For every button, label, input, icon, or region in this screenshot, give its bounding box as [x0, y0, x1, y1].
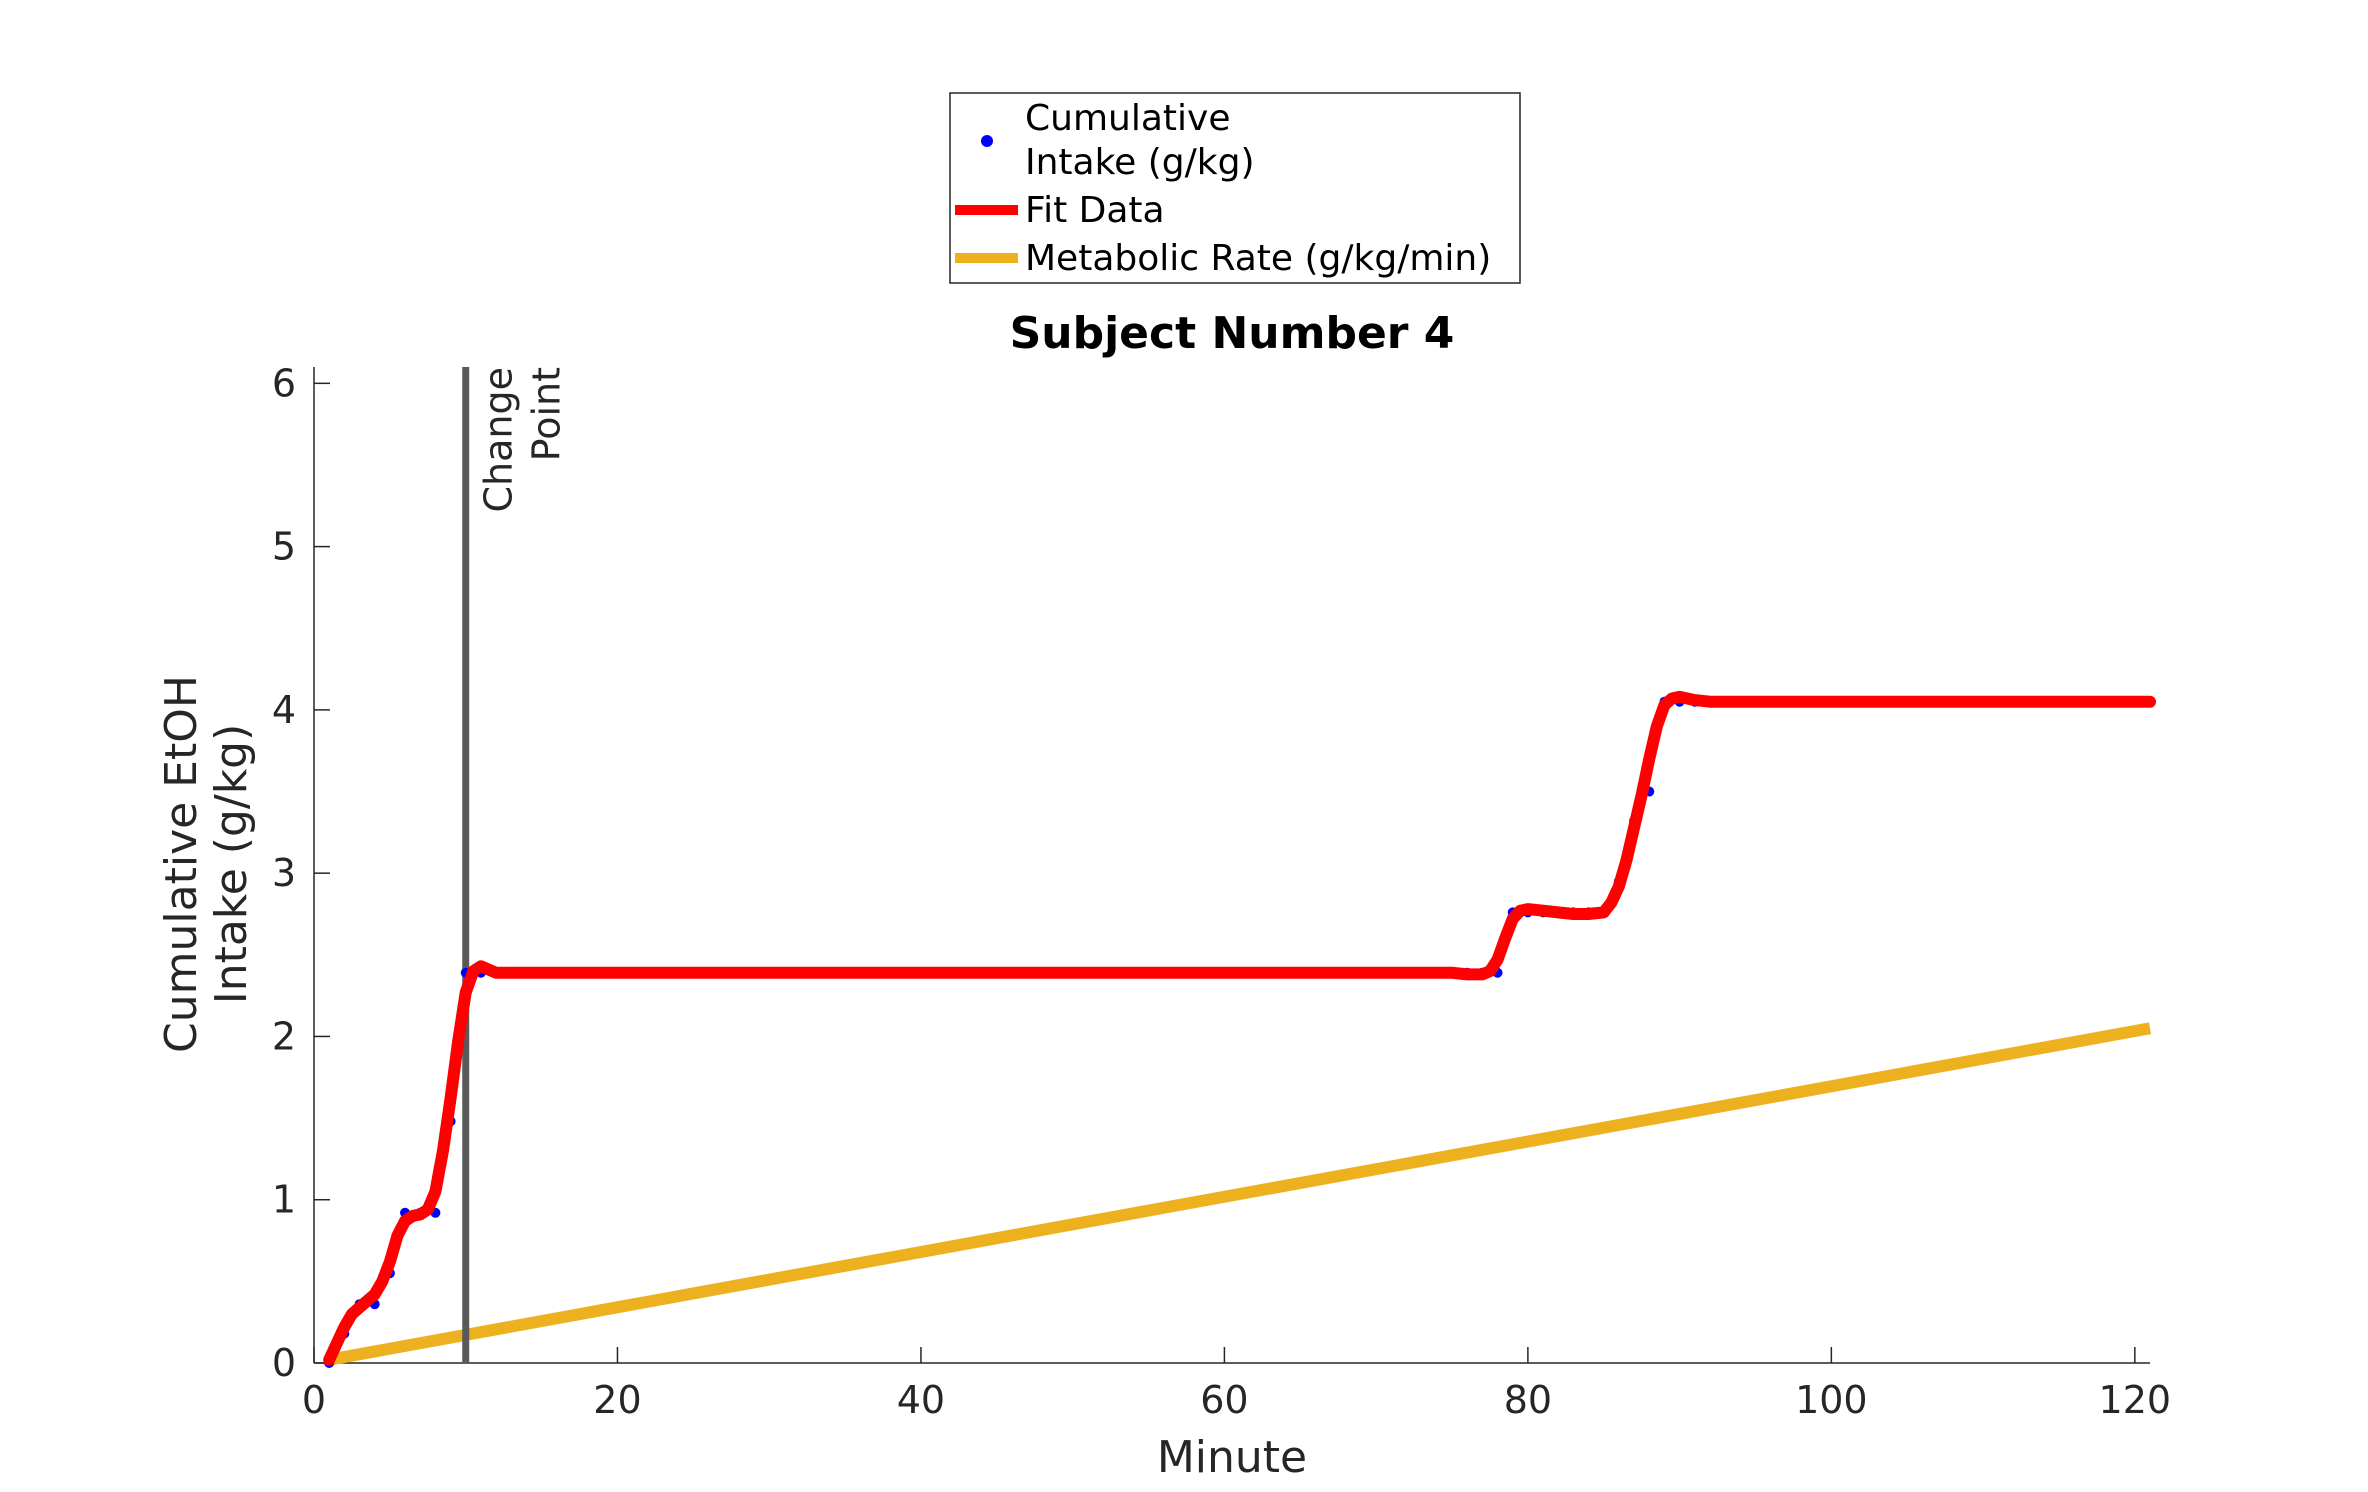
axes: 0 20 40 60 80 100 120 0 1 2 3 4 5 6 [272, 361, 2171, 1422]
legend-box [949, 92, 1521, 284]
y-tick-label: 3 [272, 851, 296, 895]
legend-label-metabolic-rate: Metabolic Rate (g/kg/min) [1025, 238, 1491, 279]
plot-area: Change Point [323, 367, 2156, 1368]
legend-marker-cumulative-intake [981, 135, 993, 147]
y-tick-label: 1 [272, 1178, 296, 1222]
y-axis-label-line-1: Cumulative EtOH [156, 675, 207, 1053]
change-point-label-line: Point [525, 367, 569, 461]
x-tick-label: 120 [2099, 1378, 2172, 1422]
legend-label-cumulative-intake-line-2: Intake (g/kg) [1025, 142, 1255, 183]
change-point-label: Change Point [477, 367, 569, 513]
x-tick-label: 100 [1795, 1378, 1868, 1422]
y-tick-label: 2 [272, 1014, 296, 1058]
x-tick-label: 80 [1504, 1378, 1552, 1422]
x-tick-label: 0 [302, 1378, 326, 1422]
chart-title: Subject Number 4 [1010, 308, 1455, 359]
series-line-fit-data [323, 690, 2156, 1366]
x-tick-label: 60 [1200, 1378, 1248, 1422]
series-line-metabolic-rate [328, 1022, 2152, 1366]
legend-label-cumulative-intake-line-1: Cumulative [1025, 98, 1230, 139]
change-point-label-line: Change [477, 367, 521, 513]
y-tick-label: 5 [272, 525, 296, 569]
y-tick-label: 4 [272, 688, 296, 732]
legend: Cumulative Intake (g/kg) Fit Data Metabo… [949, 92, 1521, 284]
x-tick-label: 20 [593, 1378, 641, 1422]
legend-label-fit-data: Fit Data [1025, 190, 1165, 231]
y-tick-label: 0 [272, 1341, 296, 1385]
y-tick-label: 6 [272, 361, 296, 405]
y-axis-label-line-2: Intake (g/kg) [206, 724, 257, 1005]
x-tick-label: 40 [897, 1378, 945, 1422]
x-axis-label: Minute [1157, 1432, 1307, 1483]
y-axis-label: Cumulative EtOH Intake (g/kg) [156, 675, 257, 1053]
